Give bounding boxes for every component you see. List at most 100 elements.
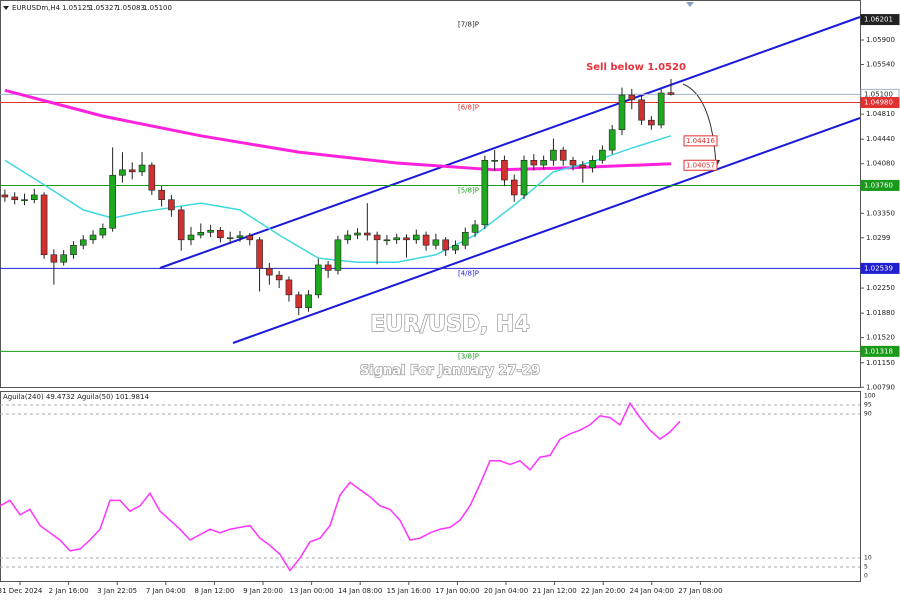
candle-body bbox=[608, 129, 616, 151]
candle-body bbox=[50, 254, 58, 263]
ma-end-label-box bbox=[683, 135, 718, 147]
y-tick-label: 1.05540 bbox=[866, 60, 895, 68]
y-tick-label: 1.01150 bbox=[866, 359, 895, 367]
x-tick-label: 22 Jan 20:00 bbox=[581, 587, 625, 595]
channel-lower bbox=[232, 117, 861, 344]
x-tick-label: 21 Jan 12:00 bbox=[532, 587, 576, 595]
x-tick-label: 24 Jan 04:00 bbox=[630, 587, 674, 595]
y-tick-label: 1.04810 bbox=[866, 110, 895, 118]
candle-body bbox=[373, 234, 381, 241]
candle-body bbox=[461, 232, 469, 246]
level-label-box bbox=[860, 179, 900, 191]
candle-body bbox=[30, 194, 38, 201]
annotation: Sell below 1.0520 bbox=[586, 62, 686, 73]
candle-body bbox=[197, 232, 205, 236]
candle-body bbox=[207, 229, 214, 233]
candle-body bbox=[638, 99, 645, 121]
candle-body bbox=[246, 235, 254, 241]
x-tick-label: 7 Jan 04:00 bbox=[146, 587, 186, 595]
chart-title: EUR/USD, H4 bbox=[370, 312, 530, 337]
y-tick-label: 95 bbox=[864, 402, 872, 409]
y-tick-label: 1.05900 bbox=[866, 36, 895, 44]
moving-average bbox=[4, 88, 672, 172]
level-label: 1.06201 bbox=[864, 16, 893, 24]
candle-body bbox=[158, 189, 165, 201]
x-tick-label: 2 Jan 16:00 bbox=[49, 587, 89, 595]
candle-body bbox=[99, 227, 107, 236]
candle-body bbox=[226, 237, 234, 240]
candle-body bbox=[501, 159, 508, 181]
ma-end-label-box bbox=[683, 159, 718, 171]
candle-body bbox=[109, 174, 116, 229]
candle-body bbox=[364, 232, 371, 236]
y-tick-label: 1.03350 bbox=[866, 209, 895, 217]
ohlc-open: 1.05125 bbox=[62, 4, 91, 12]
candle-body bbox=[40, 194, 48, 256]
x-tick-label: 27 Jan 08:00 bbox=[678, 587, 722, 595]
ma-end-label: 1.04057 bbox=[686, 161, 715, 169]
y-tick-label: 100 bbox=[864, 393, 876, 400]
level-label-box bbox=[860, 345, 900, 357]
candle-body bbox=[432, 239, 440, 246]
candle-body bbox=[393, 237, 400, 241]
x-tick-label: 15 Jan 16:00 bbox=[387, 587, 431, 595]
symbol: EURUSDm,H4 bbox=[12, 4, 61, 12]
candle-body bbox=[79, 239, 87, 246]
candle-body bbox=[60, 254, 67, 263]
ohlc-low: 1.05083 bbox=[116, 4, 145, 12]
candle-body bbox=[520, 159, 528, 196]
candle-body bbox=[579, 164, 587, 169]
candle-body bbox=[589, 159, 596, 169]
y-tick-label: 5 bbox=[864, 564, 868, 571]
chart-subtitle: Signal For January 27-29 bbox=[360, 364, 540, 379]
candle-body bbox=[530, 159, 538, 166]
candle-body bbox=[11, 196, 18, 201]
candle-body bbox=[285, 279, 293, 296]
candle-body bbox=[295, 294, 303, 309]
level-label: 1.03760 bbox=[864, 181, 893, 189]
x-tick-label: 14 Jan 08:00 bbox=[338, 587, 382, 595]
level-label: 1.02539 bbox=[864, 264, 893, 272]
x-tick-label: 9 Jan 20:00 bbox=[243, 587, 283, 595]
y-tick-label: 10 bbox=[864, 555, 872, 562]
candle-body bbox=[559, 149, 567, 161]
indicator-line bbox=[0, 401, 681, 572]
candle-body bbox=[618, 94, 626, 131]
murrey-label: [5/8]P bbox=[458, 186, 479, 194]
level-label-box bbox=[860, 262, 900, 274]
candle-body bbox=[599, 149, 606, 161]
candle-body bbox=[256, 239, 263, 269]
x-tick-label: 31 Dec 2024 bbox=[0, 587, 43, 595]
indicator-title: Aguila(240) 49.4732 Aguila(50) 101.9814 bbox=[3, 393, 149, 401]
candle-body bbox=[452, 244, 459, 251]
ma-end-label: 1.04416 bbox=[686, 137, 715, 145]
candle-body bbox=[383, 239, 391, 242]
y-tick-label: 1.02250 bbox=[866, 284, 895, 292]
candle-body bbox=[471, 224, 479, 233]
candle-body bbox=[667, 92, 675, 95]
candle-body bbox=[168, 199, 175, 211]
candle-body bbox=[628, 94, 636, 101]
level-label: 1.04980 bbox=[864, 99, 893, 107]
indicator-pane-frame bbox=[0, 391, 861, 582]
candle-body bbox=[128, 169, 136, 173]
level-label-box bbox=[860, 14, 900, 26]
x-tick-label: 8 Jan 12:00 bbox=[194, 587, 234, 595]
candle-body bbox=[412, 234, 420, 241]
candle-body bbox=[569, 159, 577, 166]
symbol-menu-icon[interactable] bbox=[3, 6, 9, 10]
candle-body bbox=[177, 209, 185, 241]
candle-body bbox=[236, 235, 244, 239]
y-tick-label: 1.0299 bbox=[866, 234, 891, 242]
candle-body bbox=[481, 159, 489, 226]
candle-body bbox=[344, 234, 352, 241]
level-label-box bbox=[860, 97, 900, 109]
candle-body bbox=[148, 164, 156, 191]
y-tick-label: 0 bbox=[864, 573, 868, 580]
candle-body bbox=[1, 194, 9, 198]
candle-body bbox=[648, 119, 655, 126]
price-pane-frame bbox=[0, 0, 861, 388]
candle-body bbox=[422, 234, 430, 246]
